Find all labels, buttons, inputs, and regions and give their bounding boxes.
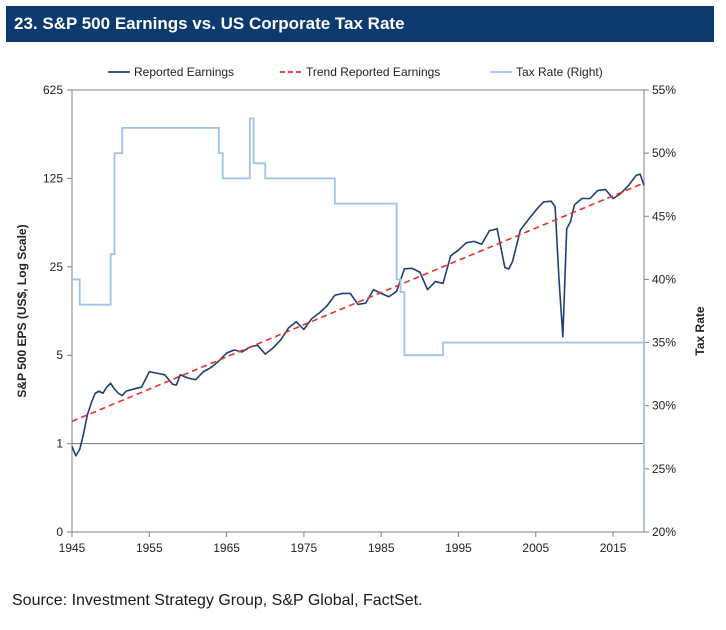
y-tick-label: 1: [56, 437, 63, 451]
y-axis-label: S&P 500 EPS (US$, Log Scale): [15, 224, 29, 397]
y2-tick-label: 25%: [652, 462, 676, 476]
y2-tick-label: 50%: [652, 146, 676, 160]
y2-tick-label: 55%: [652, 83, 676, 97]
x-tick-label: 2015: [600, 541, 627, 555]
y2-tick-label: 35%: [652, 336, 676, 350]
series-reported-earnings-line: [71, 173, 645, 457]
y2-tick-label: 40%: [652, 272, 676, 286]
y-tick-label: 625: [43, 83, 63, 97]
x-tick-label: 1995: [445, 541, 472, 555]
x-tick-label: 1945: [59, 541, 86, 555]
series-trend-line: [71, 182, 645, 423]
legend-label: Tax Rate (Right): [516, 65, 603, 79]
chart-title-bar: 23. S&P 500 Earnings vs. US Corporate Ta…: [6, 6, 714, 42]
y-tick-label: 5: [56, 348, 63, 362]
legend-label: Trend Reported Earnings: [306, 65, 440, 79]
y2-axis-label: Tax Rate: [693, 306, 707, 355]
x-tick-label: 1965: [213, 541, 240, 555]
y-tick-label: 25: [50, 260, 64, 274]
x-tick-label: 1975: [291, 541, 318, 555]
legend-label: Reported Earnings: [134, 65, 234, 79]
chart-area: 0 1 5 25 125 625 20% 25% 30% 35% 40% 45% 50% 55% 1945 1…: [15, 65, 707, 555]
y2-tick-label: 30%: [652, 399, 676, 413]
x-tick-label: 1955: [136, 541, 163, 555]
chart-title: 23. S&P 500 Earnings vs. US Corporate Ta…: [14, 14, 405, 33]
x-tick-label: 1985: [368, 541, 395, 555]
y2-tick-label: 45%: [652, 209, 676, 223]
y2-tick-label: 20%: [652, 525, 676, 539]
plot-frame: [71, 89, 645, 533]
y-tick-label: 125: [43, 171, 63, 185]
x-tick-label: 2005: [522, 541, 549, 555]
y-tick-label: 0: [56, 525, 63, 539]
series-tax-rate-line: [72, 117, 645, 520]
source-note: Source: Investment Strategy Group, S&P G…: [12, 592, 423, 609]
